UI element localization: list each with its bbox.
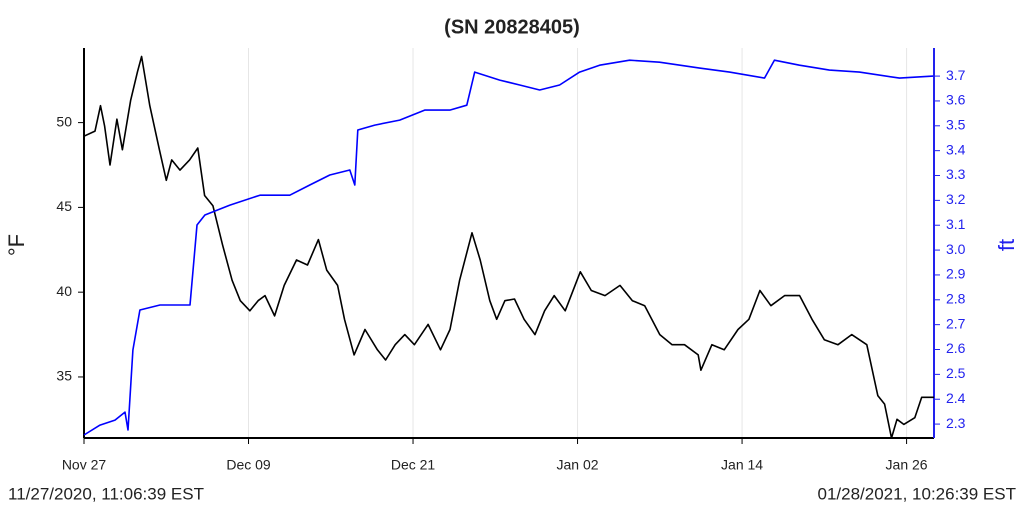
- y2-tick-label: 2.4: [946, 390, 966, 406]
- x-tick-label: Jan 02: [557, 457, 599, 473]
- y2-tick-label: 3.1: [946, 216, 966, 232]
- x-tick-label: Dec 21: [391, 457, 436, 473]
- y-tick-label: 50: [56, 113, 72, 129]
- x-tick-label: Jan 26: [886, 457, 928, 473]
- y2-tick-label: 3.7: [946, 67, 966, 83]
- y2-tick-label: 3.5: [946, 117, 966, 133]
- y2-tick-label: 2.7: [946, 315, 966, 331]
- x-tick-label: Dec 09: [226, 457, 271, 473]
- y-tick-label: 40: [56, 283, 72, 299]
- y2-axis-label: ft: [994, 239, 1019, 251]
- y2-tick-label: 3.4: [946, 141, 966, 157]
- series-line: [83, 59, 934, 436]
- y2-tick-label: 2.3: [946, 415, 966, 431]
- y2-tick-label: 3.2: [946, 191, 966, 207]
- y2-tick-label: 3.3: [946, 166, 966, 182]
- y2-tick-label: 2.6: [946, 340, 966, 356]
- y2-tick-label: 2.8: [946, 291, 966, 307]
- series-line: [83, 55, 934, 439]
- end-time: 01/28/2021, 10:26:39 EST: [818, 484, 1017, 503]
- y2-tick-label: 2.9: [946, 266, 966, 282]
- y2-tick-label: 2.5: [946, 365, 966, 381]
- y2-tick-label: 3.6: [946, 92, 966, 108]
- x-tick-label: Jan 14: [721, 457, 763, 473]
- y-tick-label: 45: [56, 198, 72, 214]
- x-tick-label: Nov 27: [62, 457, 107, 473]
- y2-tick-label: 3.0: [946, 241, 966, 257]
- chart-title: (SN 20828405): [444, 16, 580, 38]
- y-tick-label: 35: [56, 368, 72, 384]
- y-axis-label: °F: [4, 234, 29, 256]
- start-time: 11/27/2020, 11:06:39 EST: [8, 484, 204, 503]
